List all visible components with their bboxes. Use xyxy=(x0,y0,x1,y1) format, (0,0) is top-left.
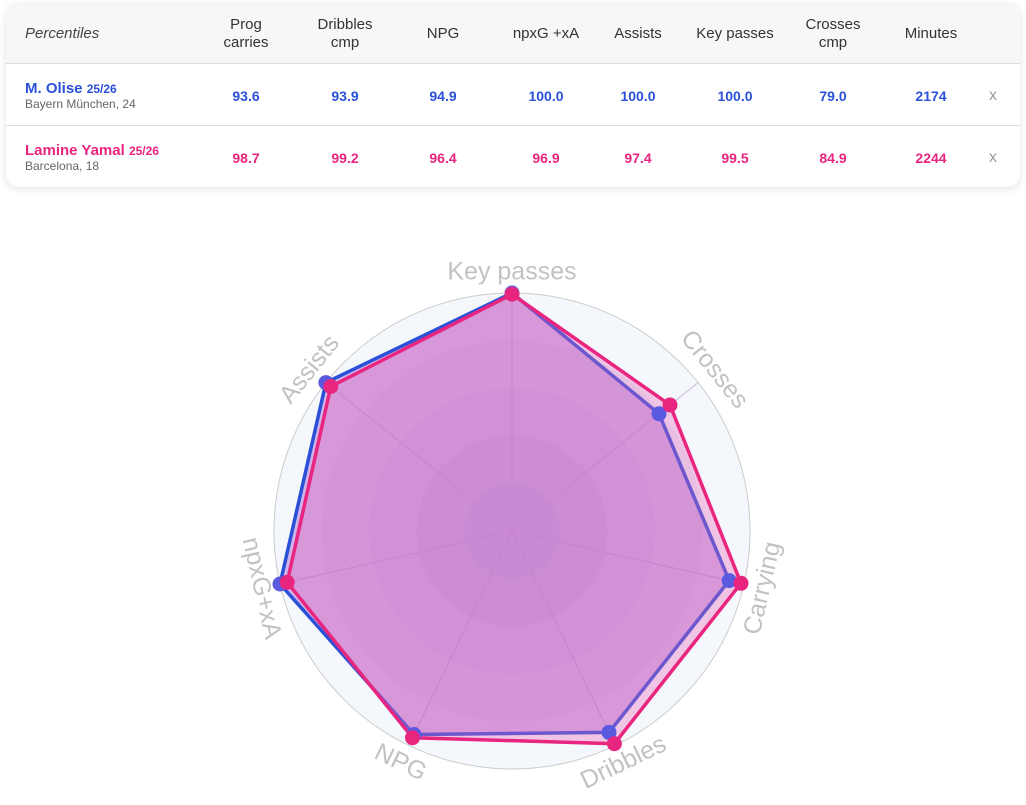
player-club: Barcelona, 18 xyxy=(25,159,100,173)
col-header-assists[interactable]: Assists xyxy=(614,24,662,42)
radar-point[interactable] xyxy=(323,379,339,394)
value-minutes: 2244 xyxy=(915,149,947,166)
value-key-passes: 100.0 xyxy=(717,87,753,104)
value-minutes: 2174 xyxy=(915,87,947,104)
col-header-prog-carries[interactable]: Prog carries xyxy=(223,15,269,51)
col-header-npg[interactable]: NPG xyxy=(426,24,460,42)
value-crosses-cmp: 84.9 xyxy=(819,149,847,166)
value-crosses-cmp: 79.0 xyxy=(819,87,847,104)
radar-point[interactable] xyxy=(606,736,622,752)
radar-series-lamine-yamal xyxy=(285,292,743,746)
value-npg: 94.9 xyxy=(429,87,457,104)
radar-point[interactable] xyxy=(651,406,667,422)
col-header-crosses-cmp[interactable]: Crosses cmp xyxy=(805,15,861,51)
value-dribbles-cmp: 93.9 xyxy=(331,87,359,104)
radar-point[interactable] xyxy=(662,397,678,413)
value-key-passes: 99.5 xyxy=(721,149,749,166)
col-header-npxg-xa[interactable]: npxG +xA xyxy=(512,24,580,42)
axis-label: Key passes xyxy=(447,258,576,286)
percentiles-header: Percentiles xyxy=(25,24,100,42)
value-npxg-xa: 100.0 xyxy=(528,87,564,104)
remove-player-button[interactable]: x xyxy=(989,86,997,104)
value-dribbles-cmp: 99.2 xyxy=(331,149,359,166)
col-header-key-passes[interactable]: Key passes xyxy=(696,24,774,42)
radar-point[interactable] xyxy=(733,575,749,591)
remove-player-button[interactable]: x xyxy=(989,148,997,166)
value-assists: 97.4 xyxy=(624,149,652,166)
player-name[interactable]: Lamine Yamal 25/26 xyxy=(25,142,159,159)
table-row: M. Olise 25/26 Bayern München, 24 93.6 9… xyxy=(6,65,1020,126)
player-name[interactable]: M. Olise 25/26 xyxy=(25,80,117,97)
radar-series-m-olise xyxy=(278,291,731,737)
value-npg: 96.4 xyxy=(429,149,457,166)
radar-point[interactable] xyxy=(405,730,420,746)
value-npxg-xa: 96.9 xyxy=(532,149,560,166)
table-row: Lamine Yamal 25/26 Barcelona, 18 98.7 99… xyxy=(6,127,1020,187)
radar-point[interactable] xyxy=(601,724,617,740)
value-assists: 100.0 xyxy=(620,87,656,104)
table-header: Percentiles Prog carries Dribbles cmp NPG … xyxy=(6,3,1020,64)
radar-point[interactable] xyxy=(279,574,295,590)
radar-point[interactable] xyxy=(504,286,520,302)
value-prog-carries: 93.6 xyxy=(232,87,260,104)
value-prog-carries: 98.7 xyxy=(232,149,260,166)
col-header-dribbles-cmp[interactable]: Dribbles cmp xyxy=(317,15,373,51)
col-header-minutes[interactable]: Minutes xyxy=(904,24,958,42)
player-club: Bayern München, 24 xyxy=(25,97,136,111)
radar-point[interactable] xyxy=(721,573,737,589)
comparison-table: Percentiles Prog carries Dribbles cmp NPG … xyxy=(6,3,1020,187)
